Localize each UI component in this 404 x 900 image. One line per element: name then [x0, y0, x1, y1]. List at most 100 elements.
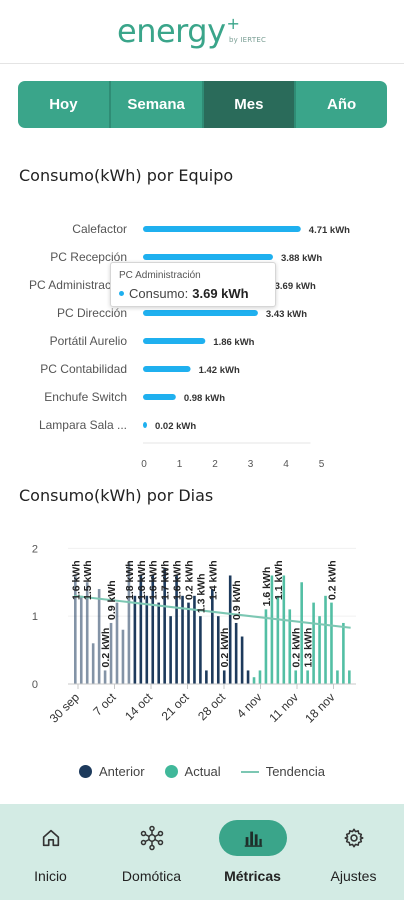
actual-bar[interactable] — [324, 595, 327, 684]
anterior-bar[interactable] — [169, 616, 172, 684]
anterior-bar[interactable] — [246, 670, 250, 684]
anterior-bar[interactable] — [109, 622, 113, 684]
actual-bar[interactable] — [258, 670, 262, 684]
equipment-category-label: PC Administración — [29, 278, 127, 292]
nav-domotica[interactable]: Domótica — [101, 804, 202, 900]
actual-bar[interactable] — [288, 609, 292, 684]
period-tabs: Hoy Semana Mes Año — [18, 81, 387, 128]
anterior-bar[interactable] — [211, 589, 214, 684]
actual-bar[interactable] — [312, 602, 315, 684]
actual-bar[interactable] — [276, 595, 280, 684]
day-data-label: 0.9 kWh — [231, 580, 243, 620]
anterior-bar[interactable] — [187, 602, 190, 684]
day-data-label: 1.3 kWh — [303, 628, 315, 668]
nav-ajustes[interactable]: Ajustes — [303, 804, 404, 900]
actual-bar[interactable] — [282, 575, 286, 684]
day-data-label: 0.2 kWh — [291, 628, 303, 668]
logo-text: energy — [117, 12, 226, 50]
equipment-bar[interactable] — [143, 226, 301, 232]
equipment-category-label: Lampara Sala ... — [39, 418, 127, 432]
trend-line — [73, 594, 351, 629]
logo-byline: by IERTEC — [229, 36, 267, 44]
day-data-label: 0.2 kWh — [100, 628, 112, 668]
actual-bar[interactable] — [252, 677, 256, 684]
equipment-bar[interactable] — [143, 366, 191, 372]
tab-ano[interactable]: Año — [327, 96, 357, 113]
anterior-bar[interactable] — [157, 602, 161, 684]
equipment-category-label: Portátil Aurelio — [50, 334, 128, 348]
nav-inicio-label: Inicio — [34, 868, 67, 884]
anterior-bar[interactable] — [133, 595, 137, 684]
anterior-bar[interactable] — [139, 575, 143, 684]
anterior-bar[interactable] — [145, 595, 149, 684]
days-y-tick: 1 — [32, 611, 38, 623]
day-data-label: 1.6 kWh — [148, 560, 160, 600]
actual-bar[interactable] — [306, 670, 309, 684]
anterior-bar[interactable] — [222, 670, 226, 684]
equipment-bar[interactable] — [143, 422, 147, 428]
anterior-bar[interactable] — [216, 616, 220, 684]
day-data-label: 1.8 kWh — [124, 560, 136, 600]
network-icon — [140, 825, 163, 851]
anterior-bar[interactable] — [234, 622, 238, 684]
equipment-bar[interactable] — [143, 310, 258, 316]
anterior-bar[interactable] — [79, 595, 83, 684]
legend-tendencia[interactable]: Tendencia — [240, 764, 325, 779]
actual-bar[interactable] — [300, 582, 303, 684]
anterior-bar[interactable] — [74, 575, 77, 684]
tooltip-title: PC Administración — [119, 270, 201, 281]
anterior-bar[interactable] — [91, 643, 95, 684]
legend-anterior-label: Anterior — [99, 764, 145, 779]
tab-mes[interactable]: Mes — [203, 81, 297, 128]
anterior-bar[interactable] — [228, 575, 232, 684]
bar-chart-icon — [244, 831, 262, 847]
anterior-bar[interactable] — [103, 670, 107, 684]
days-x-tick-label: 14 oct — [122, 690, 155, 723]
anterior-bar[interactable] — [199, 616, 202, 684]
anterior-bar[interactable] — [127, 561, 131, 684]
equipment-bar[interactable] — [143, 338, 206, 344]
anterior-bar[interactable] — [121, 629, 125, 684]
days-y-tick: 0 — [32, 679, 38, 691]
anterior-bar[interactable] — [163, 568, 166, 684]
equipment-bar[interactable] — [143, 254, 273, 260]
nav-metricas[interactable]: Métricas — [202, 804, 303, 900]
equipment-x-tick: 3 — [248, 459, 254, 470]
day-data-label: 1.6 kWh — [261, 567, 273, 607]
actual-bar[interactable] — [348, 670, 351, 684]
anterior-bar[interactable] — [85, 582, 89, 684]
anterior-bar[interactable] — [240, 636, 244, 684]
equipment-bar-value: 3.69 kWh — [275, 281, 316, 292]
actual-bar[interactable] — [270, 575, 274, 684]
anterior-bar[interactable] — [115, 602, 119, 684]
tooltip-label: Consumo: — [129, 286, 189, 301]
days-x-tick-label: 7 oct — [90, 690, 119, 719]
anterior-bar[interactable] — [205, 670, 208, 684]
anterior-bar[interactable] — [97, 589, 101, 684]
day-data-label: 0.2 kWh — [183, 560, 195, 600]
equipment-category-label: PC Dirección — [57, 306, 127, 320]
actual-bar[interactable] — [342, 622, 345, 684]
tooltip-value: 3.69 kWh — [192, 286, 249, 301]
actual-bar[interactable] — [294, 670, 298, 684]
anterior-bar[interactable] — [181, 595, 184, 684]
chart-tooltip: PC Administración Consumo: 3.69 kWh — [110, 262, 276, 307]
anterior-bar[interactable] — [175, 575, 178, 684]
anterior-bar[interactable] — [151, 575, 155, 684]
anterior-bar[interactable] — [193, 595, 196, 684]
equipment-bar[interactable] — [143, 394, 176, 400]
home-icon — [42, 829, 59, 847]
actual-bar[interactable] — [318, 616, 321, 684]
actual-bar[interactable] — [264, 609, 268, 684]
legend-anterior[interactable]: Anterior — [79, 764, 145, 779]
tab-hoy[interactable]: Hoy — [18, 81, 111, 128]
legend-anterior-swatch — [79, 765, 93, 778]
nav-inicio[interactable]: Inicio — [0, 804, 101, 900]
legend-actual[interactable]: Actual — [164, 764, 221, 779]
actual-bar[interactable] — [330, 602, 333, 684]
tooltip-row: Consumo: 3.69 kWh — [119, 286, 249, 301]
equipment-bar-value: 1.42 kWh — [199, 365, 240, 376]
tab-semana[interactable]: Semana — [111, 81, 204, 128]
actual-bar[interactable] — [336, 670, 339, 684]
